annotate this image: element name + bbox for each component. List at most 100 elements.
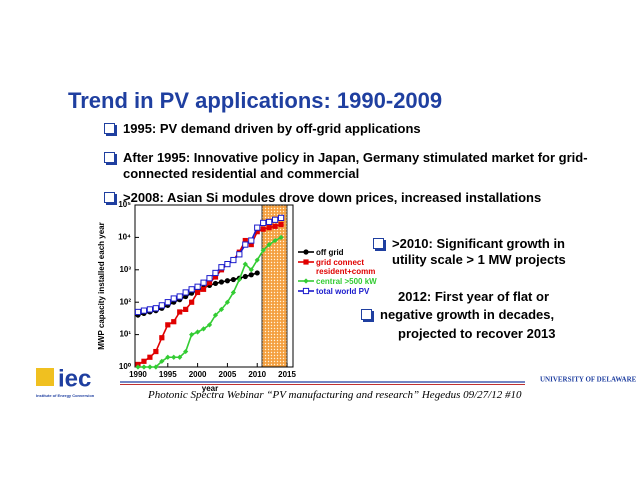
x-tick-label: 1990 xyxy=(129,370,147,379)
legend-marker xyxy=(303,259,309,265)
legend-entry: central >500 kW xyxy=(298,277,386,286)
point xyxy=(206,322,213,328)
point xyxy=(183,306,189,312)
point xyxy=(165,354,171,360)
x-tick-label: 2015 xyxy=(278,370,296,379)
series-line xyxy=(137,236,282,368)
logo-left-icon xyxy=(36,368,54,386)
logo-left: iec xyxy=(58,365,91,392)
point xyxy=(277,214,285,221)
point xyxy=(236,276,242,283)
point xyxy=(170,295,177,302)
bullet: projected to recover 2013 xyxy=(398,326,556,341)
point xyxy=(183,348,189,355)
point xyxy=(254,257,260,263)
bullet: negative growth in decades, xyxy=(360,307,555,322)
legend-label: total world PV xyxy=(316,287,370,296)
legend-marker xyxy=(302,287,310,295)
point xyxy=(153,348,159,355)
point xyxy=(242,241,249,248)
bullet: >2008: Asian Si modules drove down price… xyxy=(104,190,623,206)
logo-left-sub: Institute of Energy Conversion xyxy=(36,393,95,398)
point xyxy=(248,267,254,273)
legend-swatch xyxy=(298,278,314,284)
x-tick-label: 2010 xyxy=(248,370,266,379)
point xyxy=(147,364,153,370)
point xyxy=(194,283,201,290)
point xyxy=(141,364,147,370)
point xyxy=(153,364,159,370)
y-tick-label: 10³ xyxy=(119,265,131,274)
legend-marker xyxy=(303,249,309,255)
point xyxy=(158,302,165,309)
footer: Photonic Spectra Webinar “PV manufacturi… xyxy=(148,389,522,401)
point xyxy=(212,269,219,277)
y-tick-label: 10⁰ xyxy=(119,362,132,371)
x-axis-label: year xyxy=(202,384,218,393)
point xyxy=(188,286,195,293)
y-tick-label: 10¹ xyxy=(119,330,131,339)
logo-right: UNIVERSITY OF DELAWARE xyxy=(540,376,637,384)
point xyxy=(135,364,141,370)
point xyxy=(278,234,284,240)
point xyxy=(248,272,254,278)
point xyxy=(134,308,142,316)
point xyxy=(278,221,284,228)
point xyxy=(140,307,148,314)
point xyxy=(176,293,183,300)
point xyxy=(254,270,260,276)
point xyxy=(254,229,260,235)
legend-marker xyxy=(303,278,309,284)
point xyxy=(236,251,243,258)
legend-entry: off grid xyxy=(298,248,386,257)
point xyxy=(141,358,147,364)
point xyxy=(224,260,231,268)
y-axis-label: MWP capacity installed each year xyxy=(97,222,106,349)
point xyxy=(272,237,278,244)
point xyxy=(230,276,236,283)
slide-title: Trend in PV applications: 1990-2009 xyxy=(68,88,443,113)
legend-label: central >500 kW xyxy=(316,277,377,286)
legend-label: off grid xyxy=(316,248,344,257)
point xyxy=(146,306,154,313)
point xyxy=(152,305,159,312)
point xyxy=(218,279,225,285)
series-line xyxy=(137,223,282,366)
bullet: 2012: First year of flat or xyxy=(398,289,549,304)
x-tick-label: 1995 xyxy=(159,370,177,379)
point xyxy=(266,225,272,231)
point xyxy=(164,299,171,306)
point xyxy=(224,278,231,284)
point xyxy=(165,322,171,328)
point xyxy=(177,309,183,315)
point xyxy=(242,261,248,267)
point xyxy=(266,218,273,226)
point xyxy=(206,280,213,286)
point xyxy=(260,219,267,227)
point xyxy=(266,241,272,248)
point xyxy=(200,326,207,332)
y-tick-label: 10² xyxy=(119,297,131,306)
point xyxy=(212,312,219,318)
point xyxy=(182,289,189,296)
point xyxy=(171,319,177,325)
bullet: 1995: PV demand driven by off-grid appli… xyxy=(104,121,603,137)
y-tick-label: 10⁴ xyxy=(118,233,131,242)
x-tick-label: 2000 xyxy=(189,370,207,379)
point xyxy=(200,286,207,292)
point xyxy=(177,354,183,360)
point xyxy=(212,274,219,280)
point xyxy=(189,332,195,338)
point xyxy=(189,299,195,305)
point xyxy=(218,306,225,312)
point xyxy=(272,216,279,223)
point xyxy=(248,237,255,244)
point xyxy=(230,289,236,296)
point xyxy=(159,335,165,341)
plot-frame xyxy=(134,204,294,368)
legend: off grid grid connect resident+comm centra… xyxy=(298,248,386,297)
point xyxy=(171,354,177,360)
point xyxy=(212,280,219,287)
